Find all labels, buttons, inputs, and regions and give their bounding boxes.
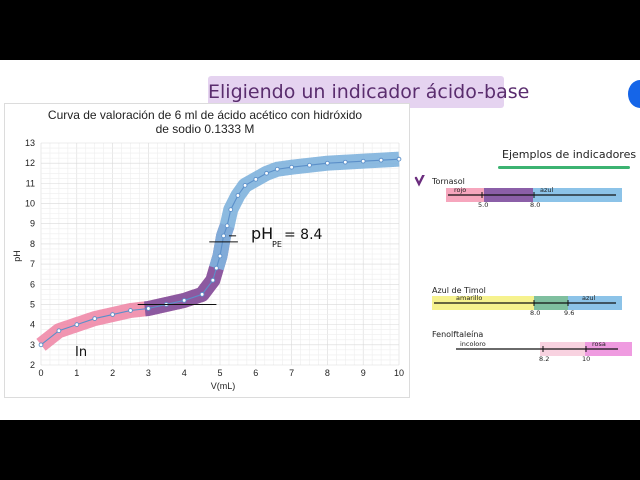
data-point [74,322,80,327]
indicator-1: Tornasol 5.0 8.0 rojo azul [414,175,622,209]
data-point [274,166,280,172]
data-point [307,162,312,168]
equivalence-ph-label: pH [251,224,273,243]
data-point [228,207,234,212]
data-point [110,312,115,317]
indicator-name: Tornasol [431,177,465,186]
data-point [224,223,230,229]
data-point [325,160,330,166]
data-point [210,277,216,283]
titration-chart: 0 1 2 3 4 5 6 7 8 9 10 2 3 4 5 6 7 8 9 10 11 12 13 pH PE = 8.4 In… [4,103,410,398]
data-point [396,156,402,162]
data-point [235,193,241,198]
indicator-range-label: 10 [582,355,590,363]
x-axis-label: V(mL) [211,381,236,391]
indicator-3: Fenolftaleína 8.2 10 incoloro rosa [432,330,632,363]
x-tick-label: 9 [361,368,366,378]
chart-series [38,156,402,348]
x-tick-label: 4 [182,368,187,378]
y-tick-label: 13 [25,138,35,148]
indicator-range-label: 8.0 [530,309,540,317]
indicator-base-color: azul [540,186,554,194]
chart-title-line-2: de sodio 0.1333 M [156,122,255,136]
indicators-panel: Tornasol 5.0 8.0 rojo azul Azul de Timol 8.0 9.… [414,175,632,363]
indicator-2: Azul de Timol 8.0 9.6 amarillo azul [432,286,622,317]
check-icon [414,175,425,187]
y-tick-label: 8 [30,239,35,249]
data-point [56,328,62,334]
equivalence-ph-value: = 8.4 [284,227,323,243]
data-point [360,158,366,164]
x-tick-label: 10 [394,368,404,378]
data-point [199,292,205,297]
x-tick-label: 8 [325,368,330,378]
indicator-range-label: 9.6 [564,309,574,317]
y-tick-label: 9 [30,219,35,229]
chart-title-line-1: Curva de valoración de 6 ml de ácido acé… [48,108,363,122]
indicator-acid-color: rojo [454,186,466,194]
data-point [253,176,259,182]
x-tick-label: 7 [289,368,294,378]
x-tick-label: 0 [38,368,43,378]
y-tick-label: 12 [25,158,35,168]
indicator-base-color: rosa [592,340,606,348]
y-tick-label: 3 [30,340,35,350]
data-point [214,265,219,271]
y-tick-label: 5 [30,299,35,309]
indicator-range-label: 8.0 [530,201,540,209]
data-point [378,157,384,163]
examples-underline [498,166,630,169]
y-tick-label: 2 [30,360,35,370]
band-acid [34,263,224,352]
equivalence-ph-subscript: PE [272,240,282,249]
data-point [38,342,44,348]
data-point [217,253,223,259]
slide-title: Eligiendo un indicador ácido-base [208,76,529,108]
x-tick-label: 5 [217,368,222,378]
data-point [128,308,133,313]
x-tick-label: 2 [110,368,115,378]
y-tick-label: 4 [30,320,35,330]
y-tick-label: 7 [30,259,35,269]
y-tick-label: 11 [26,178,35,188]
indicator-name: Azul de Timol [432,286,486,295]
data-point [146,306,151,311]
in-label: In [75,345,87,360]
data-point [342,159,348,165]
indicator-base-color: azul [582,294,596,302]
data-point [264,170,269,176]
data-point [92,316,98,321]
x-tick-label: 3 [146,368,151,378]
indicator-name: Fenolftaleína [432,330,483,339]
data-point [181,298,187,303]
indicator-range-label: 8.2 [539,355,549,363]
x-tick-label: 6 [253,368,258,378]
y-axis-label: pH [12,250,22,262]
data-point [242,183,248,188]
record-button[interactable] [628,80,640,108]
indicator-range-label: 5.0 [478,201,488,209]
x-tick-label: 1 [74,368,79,378]
y-tick-label: 10 [25,199,35,209]
chart-grid [40,142,400,366]
data-point [289,164,294,170]
indicator-acid-color: incoloro [460,340,486,348]
series-line [40,158,400,346]
y-tick-label: 6 [30,279,35,289]
data-point [221,233,226,239]
indicator-acid-color: amarillo [456,294,482,302]
examples-title: Ejemplos de indicadores [502,148,637,161]
